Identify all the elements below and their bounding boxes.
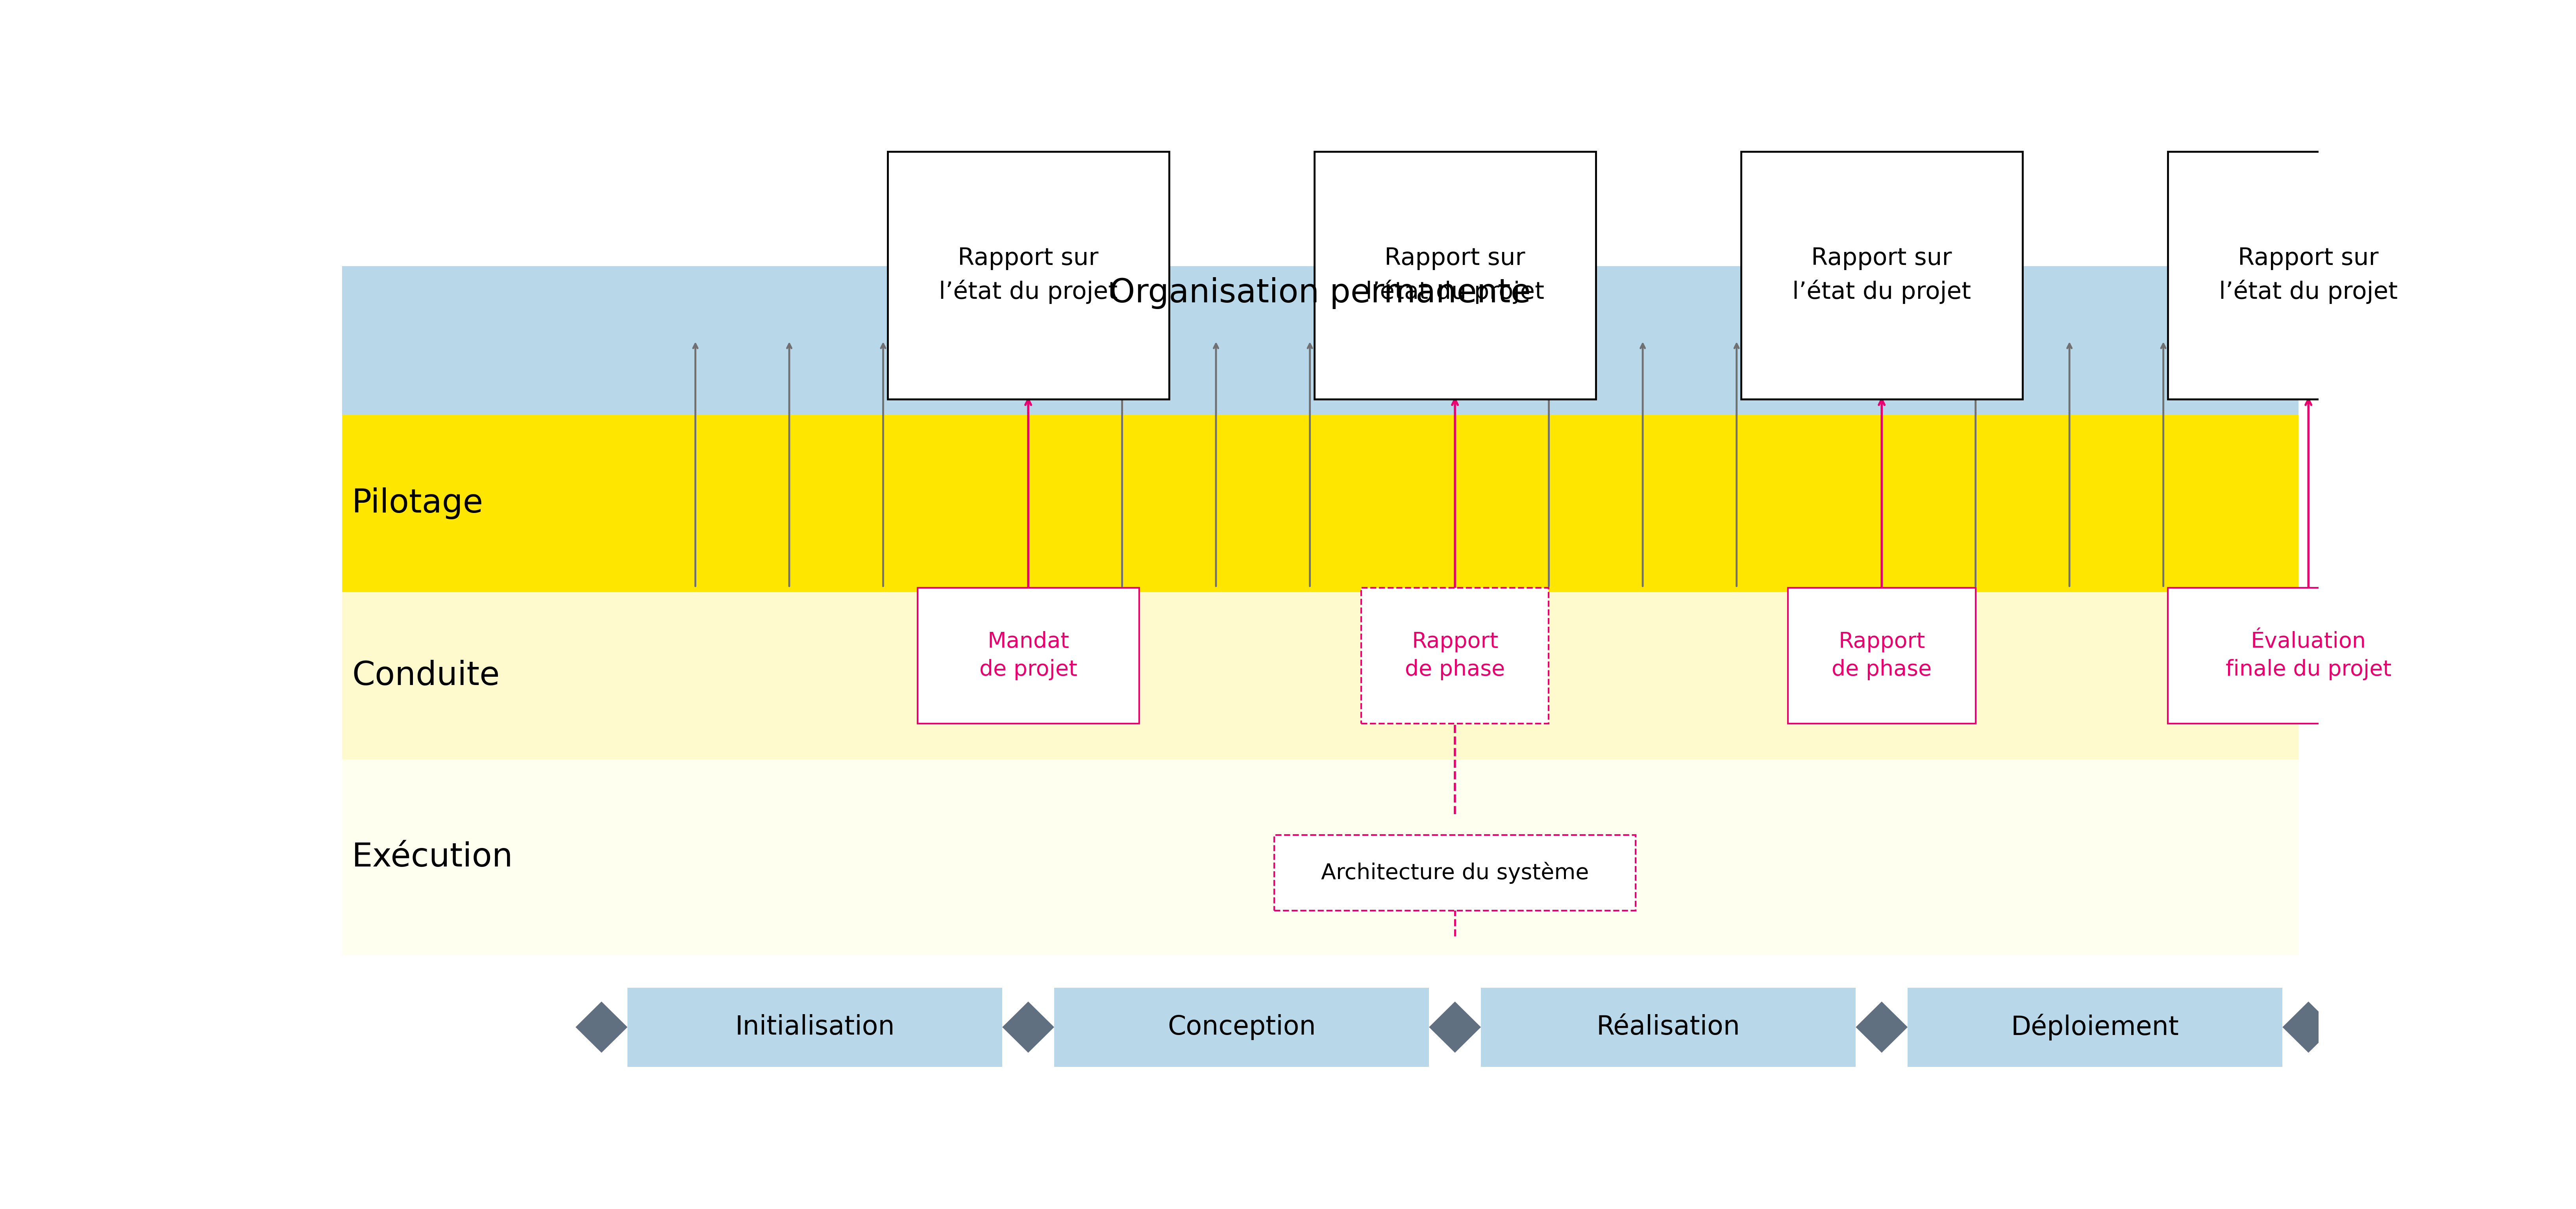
- Bar: [1909, 988, 2282, 1066]
- Text: Organisation permanente: Organisation permanente: [1110, 277, 1530, 308]
- Text: Initialisation: Initialisation: [734, 1014, 894, 1040]
- Text: Conception: Conception: [1167, 1014, 1316, 1040]
- Text: Rapport
de phase: Rapport de phase: [1832, 631, 1932, 681]
- Text: Déploiement: Déploiement: [2012, 1014, 2179, 1041]
- Polygon shape: [1002, 1001, 1054, 1053]
- FancyBboxPatch shape: [1741, 151, 2022, 399]
- Bar: [343, 759, 2298, 955]
- Bar: [343, 415, 2298, 592]
- Bar: [1054, 988, 1430, 1066]
- FancyBboxPatch shape: [917, 588, 1139, 723]
- FancyBboxPatch shape: [2166, 151, 2450, 399]
- FancyBboxPatch shape: [889, 151, 1170, 399]
- FancyBboxPatch shape: [2166, 588, 2450, 723]
- Text: Mandat
de projet: Mandat de projet: [979, 631, 1077, 681]
- Text: Rapport sur
l’état du projet: Rapport sur l’état du projet: [1793, 247, 1971, 303]
- Text: Rapport sur
l’état du projet: Rapport sur l’état du projet: [938, 247, 1118, 303]
- Text: Évaluation
finale du projet: Évaluation finale du projet: [2226, 631, 2391, 681]
- Polygon shape: [2282, 1001, 2334, 1053]
- Polygon shape: [1855, 1001, 1909, 1053]
- FancyBboxPatch shape: [1360, 588, 1548, 723]
- Bar: [343, 266, 2298, 415]
- Text: Exécution: Exécution: [353, 841, 513, 873]
- Text: Rapport sur
l’état du projet: Rapport sur l’état du projet: [2218, 247, 2398, 303]
- FancyBboxPatch shape: [1314, 151, 1595, 399]
- Text: Rapport
de phase: Rapport de phase: [1404, 631, 1504, 681]
- FancyBboxPatch shape: [1275, 835, 1636, 910]
- Text: Conduite: Conduite: [353, 660, 500, 692]
- Polygon shape: [574, 1001, 629, 1053]
- Text: Pilotage: Pilotage: [353, 487, 484, 520]
- FancyBboxPatch shape: [1788, 588, 1976, 723]
- Text: Réalisation: Réalisation: [1597, 1014, 1741, 1040]
- Text: Architecture du système: Architecture du système: [1321, 862, 1589, 884]
- Bar: [629, 988, 1002, 1066]
- Bar: [343, 592, 2298, 759]
- Bar: [1481, 988, 1855, 1066]
- Text: Rapport sur
l’état du projet: Rapport sur l’état du projet: [1365, 247, 1546, 303]
- Polygon shape: [1430, 1001, 1481, 1053]
